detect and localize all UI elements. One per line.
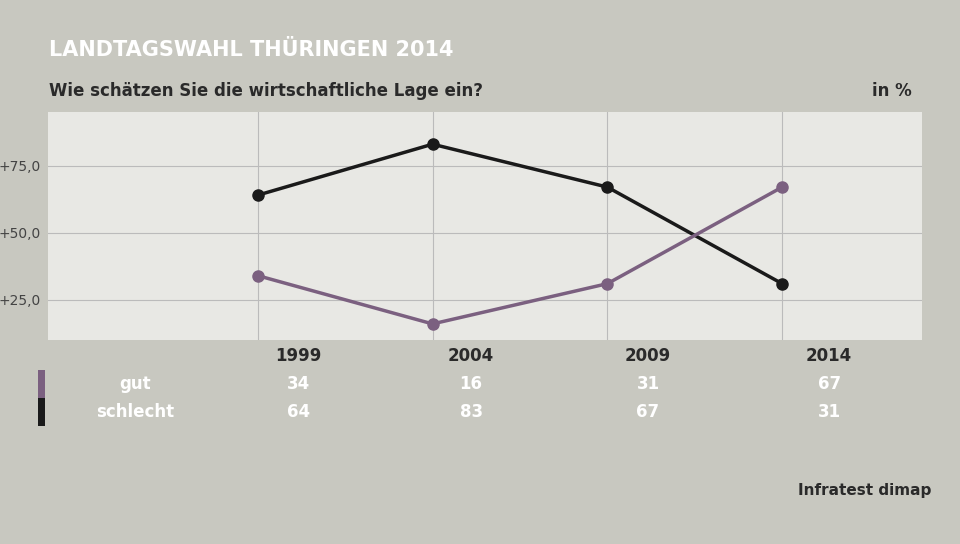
- Bar: [38, 370, 45, 398]
- Text: in %: in %: [872, 82, 911, 100]
- Text: schlecht: schlecht: [96, 403, 175, 421]
- Text: gut: gut: [119, 375, 151, 393]
- Text: 31: 31: [636, 375, 660, 393]
- Text: Wie schätzen Sie die wirtschaftliche Lage ein?: Wie schätzen Sie die wirtschaftliche Lag…: [49, 82, 483, 100]
- Text: 67: 67: [818, 375, 841, 393]
- Text: 34: 34: [287, 375, 310, 393]
- Bar: [38, 398, 45, 426]
- Text: 31: 31: [818, 403, 841, 421]
- Text: 2014: 2014: [806, 347, 852, 365]
- Text: 16: 16: [460, 375, 483, 393]
- Text: Infratest dimap: Infratest dimap: [798, 484, 931, 498]
- Text: 2009: 2009: [625, 347, 671, 365]
- Text: 1999: 1999: [276, 347, 322, 365]
- Text: 67: 67: [636, 403, 660, 421]
- Text: 83: 83: [460, 403, 483, 421]
- Text: 2004: 2004: [448, 347, 494, 365]
- Text: 64: 64: [287, 403, 310, 421]
- Text: LANDTAGSWAHL THÜRINGEN 2014: LANDTAGSWAHL THÜRINGEN 2014: [49, 40, 453, 60]
